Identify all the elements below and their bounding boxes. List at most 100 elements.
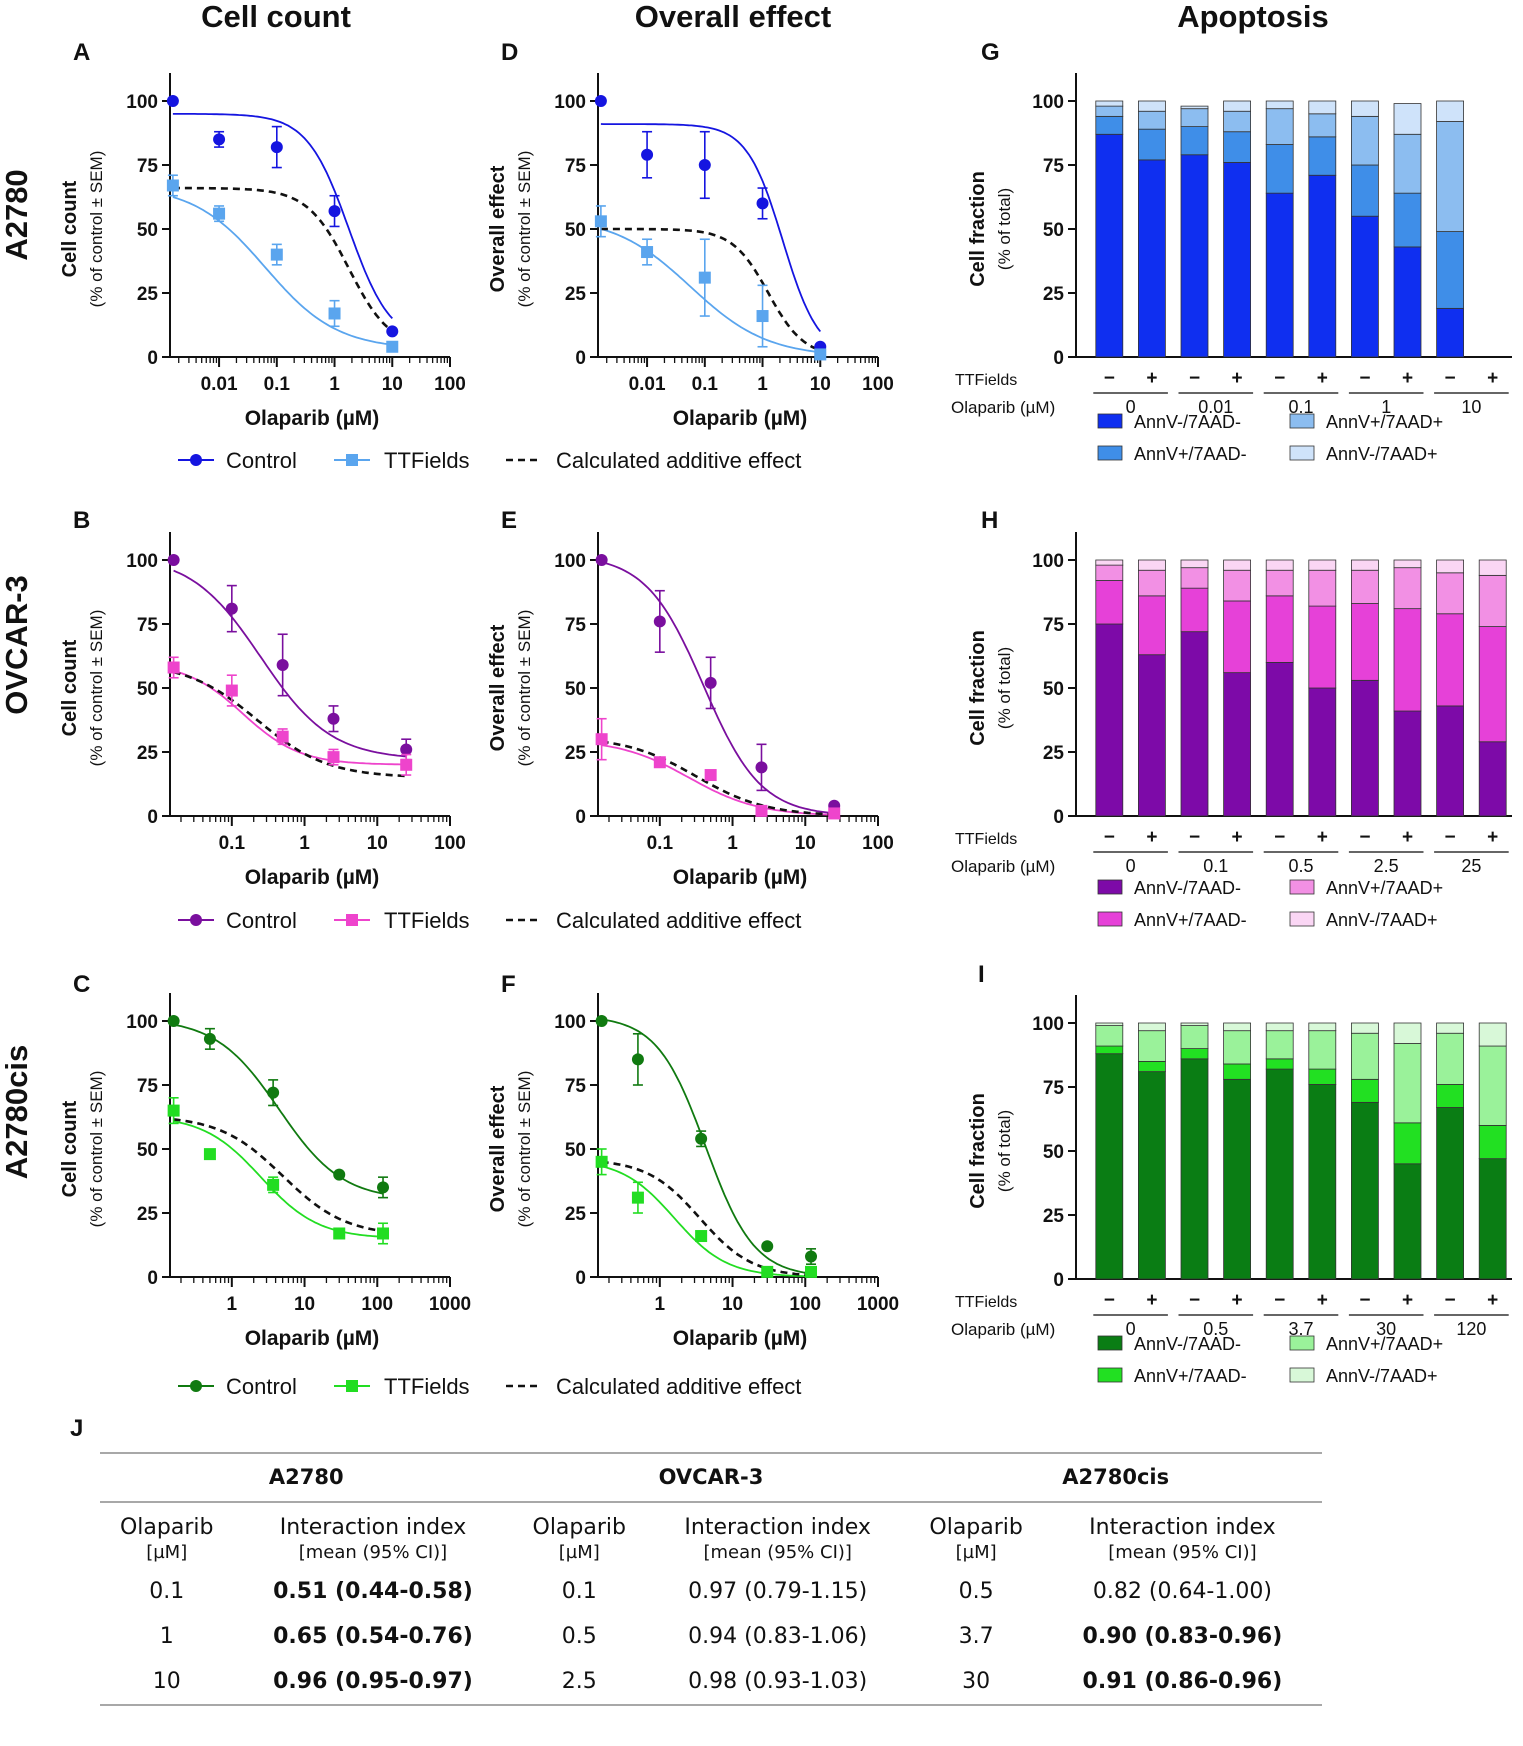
bar-segment (1436, 1022, 1464, 1034)
data-point (595, 733, 608, 746)
panel-letter: H (981, 507, 998, 534)
table-cell: 3.7 (958, 1624, 994, 1649)
olaparib-label: Olaparib (µM) (951, 398, 1055, 417)
olaparib-group-label: 1 (1381, 397, 1391, 417)
bar-segment (1265, 595, 1294, 663)
x-tick-label: 100 (862, 374, 894, 395)
bar-segment (1351, 1078, 1379, 1103)
ttfields-sign: + (1146, 1290, 1157, 1311)
x-tick-label: 1 (299, 833, 310, 854)
ttfields-sign: − (1104, 827, 1115, 848)
legend-label-additive: Calculated additive effect (556, 448, 801, 473)
additive-effect-curve (601, 740, 835, 816)
bar-legend: AnnV-/7AAD- AnnV+/7AAD- AnnV+/7AAD+ AnnV-/7… (1097, 412, 1443, 464)
bar-segment (1223, 1078, 1251, 1280)
bar-segment (1180, 1058, 1209, 1280)
data-point (653, 615, 666, 628)
bar-segment (1180, 567, 1209, 589)
x-tick-label: 10 (382, 374, 403, 395)
additive-effect-curve (600, 227, 821, 352)
x-tick-label: 1 (727, 833, 738, 854)
ttfields-sign: − (1189, 368, 1200, 389)
data-point (761, 1265, 774, 1278)
data-point (698, 271, 711, 284)
table-cell: 0.5 (561, 1624, 597, 1649)
data-point (346, 914, 358, 926)
bar-segment (1308, 1022, 1337, 1032)
table-cell: 0.65 (0.54-0.76) (273, 1624, 473, 1649)
x-tick-label: 1 (757, 374, 768, 395)
bar-segment (1138, 654, 1166, 817)
y-tick-label: 25 (1043, 284, 1065, 305)
data-point (203, 1032, 216, 1045)
panel-letter: C (73, 971, 90, 998)
data-point (400, 743, 413, 756)
bar-segment (1436, 231, 1464, 309)
bar-segment (1095, 623, 1124, 817)
ttfields-sign: + (1402, 368, 1413, 389)
table-cell: 0.96 (0.95-0.97) (233, 1659, 513, 1706)
bar-segment (1478, 559, 1507, 576)
y-tick-label: 0 (575, 1268, 586, 1289)
data-point (225, 684, 238, 697)
y-tick-label: 25 (137, 743, 159, 764)
data-point (595, 1015, 608, 1027)
table-col-interaction: Interaction index [mean (95% CI)] (684, 1515, 871, 1563)
ttfields-sign: + (1317, 827, 1328, 848)
legend-label-ttfields: TTFields (384, 1374, 470, 1399)
ttfields-sign: − (1359, 827, 1370, 848)
ttfields-sign: + (1487, 1290, 1498, 1311)
x-tick-label: 100 (361, 1294, 393, 1315)
data-point (631, 1053, 644, 1066)
bar-segment (1478, 741, 1507, 817)
bar-segment (1095, 580, 1124, 625)
x-axis-label: Olaparib (µM) (245, 1327, 380, 1350)
bar-segment (1138, 1030, 1166, 1062)
x-tick-label: 10 (795, 833, 816, 854)
bar-segment (1308, 1084, 1337, 1280)
data-point (695, 1132, 708, 1145)
fit-curve (172, 196, 393, 346)
line-chart-F: 0 25 50 75 100 1 10 100 1000 Olaparib (µM) Overall… (487, 993, 899, 1350)
data-point (386, 325, 399, 338)
legend-label: AnnV+/7AAD+ (1326, 1334, 1443, 1354)
bar-segment (1138, 128, 1166, 161)
y-tick-label: 25 (565, 1204, 587, 1225)
data-point (267, 1178, 280, 1191)
fit-curve (601, 1018, 812, 1275)
ttfields-sign: − (1359, 368, 1370, 389)
data-point (631, 1191, 644, 1204)
data-point (225, 602, 238, 615)
x-tick-label: 100 (789, 1294, 821, 1315)
y-tick-label: 50 (1043, 220, 1064, 241)
x-tick-label: 10 (810, 374, 831, 395)
data-point (276, 658, 289, 671)
ttfields-sign: + (1402, 1290, 1413, 1311)
ttfields-sign: + (1402, 827, 1413, 848)
data-point (328, 205, 341, 218)
bar-segment (1180, 1022, 1209, 1026)
bar-segment (1223, 131, 1251, 163)
table-cell: 0.1 (561, 1579, 597, 1604)
y-tick-label: 0 (147, 1268, 158, 1289)
data-point (653, 756, 666, 769)
y-axis-label: Cell fraction (967, 630, 989, 746)
olaparib-group-label: 2.5 (1374, 856, 1399, 876)
table-cell: 0.90 (0.83-0.96) (1082, 1624, 1283, 1649)
y-axis-sublabel: (% of control ± SEM) (515, 1071, 534, 1228)
bar-segment (1393, 710, 1422, 817)
bar-segment (1223, 600, 1251, 674)
legend-swatch (1289, 911, 1315, 927)
row-label: A2780 (0, 169, 34, 260)
bar-segment (1095, 1025, 1124, 1047)
olaparib-group-label: 0.1 (1288, 397, 1313, 417)
bar-segment (1308, 113, 1337, 138)
data-point (190, 1380, 202, 1392)
bar-segment (1223, 569, 1251, 602)
table-cell: 0.97 (0.79-1.15) (688, 1579, 868, 1604)
data-point (641, 246, 654, 259)
y-axis-label: Cell count (59, 1100, 81, 1197)
bar-segment (1265, 1058, 1294, 1070)
x-tick-label: 1000 (857, 1294, 899, 1315)
